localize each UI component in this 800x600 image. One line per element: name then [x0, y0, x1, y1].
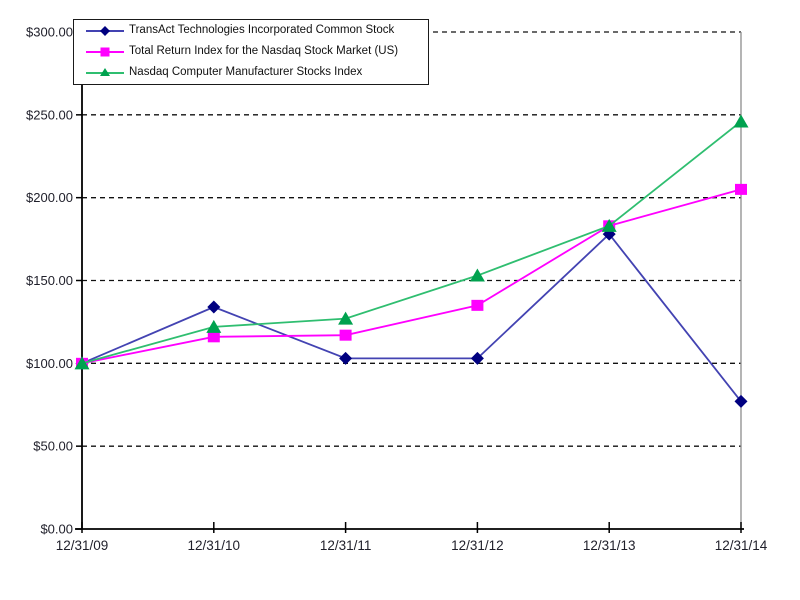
legend-label-transact: TransAct Technologies Incorporated Commo… [129, 24, 395, 37]
triangle-marker-icon [733, 114, 749, 128]
x-tick-label: 12/31/11 [320, 538, 372, 553]
y-tick-label: $300.00 [26, 25, 73, 40]
diamond-marker-icon [734, 394, 748, 408]
square-marker-icon [471, 299, 484, 311]
series-line-2 [81, 120, 742, 365]
series-line-1 [81, 188, 742, 365]
y-tick-label: $0.00 [40, 522, 73, 537]
chart-legend: TransAct Technologies Incorporated Commo… [73, 19, 429, 85]
y-tick-label: $150.00 [26, 273, 73, 288]
diamond-marker-icon [100, 26, 110, 36]
square-marker-icon [100, 47, 110, 57]
y-tick-label: $200.00 [26, 190, 73, 205]
legend-sample-nasdaq-computer-mfr [86, 66, 124, 80]
diamond-marker-icon [470, 351, 484, 365]
legend-sample-nasdaq-total-return [86, 45, 124, 59]
legend-item-transact: TransAct Technologies Incorporated Commo… [86, 21, 428, 41]
diamond-marker-icon [339, 351, 353, 365]
legend-item-nasdaq-total-return: Total Return Index for the Nasdaq Stock … [86, 42, 428, 62]
series-line-0 [81, 232, 742, 402]
legend-label-nasdaq-total-return: Total Return Index for the Nasdaq Stock … [129, 45, 399, 58]
x-tick-label: 12/31/09 [56, 538, 109, 553]
square-marker-icon [339, 329, 352, 341]
triangle-marker-icon [601, 218, 617, 232]
legend-sample-transact [86, 24, 124, 38]
y-tick-label: $250.00 [26, 107, 73, 122]
triangle-marker-icon [100, 68, 110, 77]
legend-item-nasdaq-computer-mfr: Nasdaq Computer Manufacturer Stocks Inde… [86, 63, 428, 83]
x-tick-label: 12/31/14 [715, 538, 768, 553]
y-tick-label: $100.00 [26, 356, 73, 371]
x-tick-label: 12/31/10 [188, 538, 241, 553]
square-marker-icon [735, 183, 747, 195]
square-marker-icon [207, 331, 220, 343]
x-tick-label: 12/31/12 [451, 538, 504, 553]
triangle-marker-icon [338, 311, 354, 325]
triangle-marker-icon [469, 268, 485, 282]
x-tick-label: 12/31/13 [583, 538, 636, 553]
triangle-marker-icon [206, 319, 222, 333]
triangle-marker-icon [74, 356, 90, 370]
y-tick-label: $50.00 [33, 439, 73, 454]
legend-label-nasdaq-computer-mfr: Nasdaq Computer Manufacturer Stocks Inde… [129, 66, 363, 79]
diamond-marker-icon [207, 300, 221, 314]
